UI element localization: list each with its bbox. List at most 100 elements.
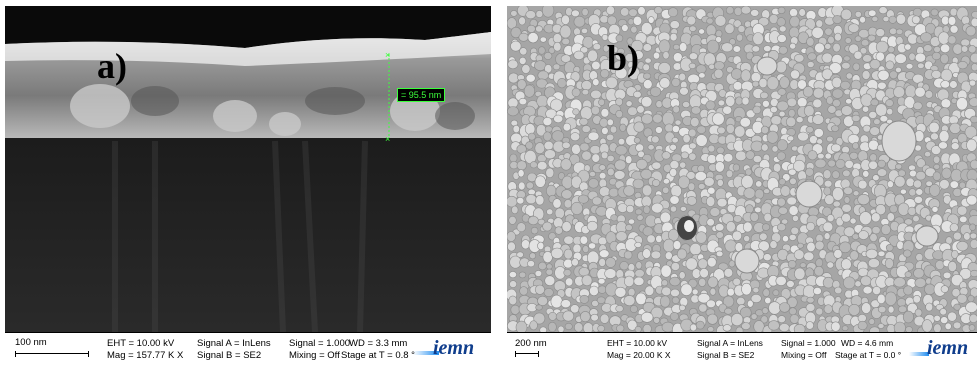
grain xyxy=(606,6,615,16)
grain xyxy=(886,107,894,116)
grain xyxy=(960,38,971,47)
grain xyxy=(778,206,788,215)
grain xyxy=(789,314,800,324)
grain xyxy=(854,35,862,42)
grain xyxy=(745,51,754,61)
grain xyxy=(732,163,740,172)
grain xyxy=(519,286,529,296)
grain xyxy=(625,100,633,107)
grain xyxy=(726,287,735,297)
grain xyxy=(968,324,976,331)
grain xyxy=(617,203,628,213)
grain xyxy=(949,223,959,232)
grain xyxy=(822,221,834,233)
grain xyxy=(579,235,589,245)
grain xyxy=(776,197,786,207)
grain xyxy=(840,258,852,271)
grain xyxy=(529,161,538,169)
grain xyxy=(537,241,545,250)
grain xyxy=(871,226,881,235)
grain xyxy=(581,7,589,17)
grain xyxy=(802,85,814,98)
grain xyxy=(669,143,677,151)
grain xyxy=(942,271,952,280)
grain xyxy=(581,125,591,133)
grain xyxy=(761,143,769,152)
grain xyxy=(956,205,968,216)
grain xyxy=(636,214,644,221)
grain xyxy=(970,287,977,298)
grain xyxy=(921,319,933,332)
scale-bar-label: 100 nm xyxy=(15,337,47,348)
grain xyxy=(641,113,654,125)
grain xyxy=(590,313,599,322)
grain xyxy=(581,150,592,161)
grain xyxy=(806,221,816,232)
grain xyxy=(598,249,610,258)
grain xyxy=(845,98,853,105)
grain xyxy=(723,153,734,163)
grain xyxy=(525,141,534,150)
grain xyxy=(745,168,753,176)
grain xyxy=(615,109,623,119)
grain xyxy=(780,185,791,197)
grain xyxy=(674,119,682,126)
grain xyxy=(643,72,652,80)
grain xyxy=(517,181,526,191)
grain xyxy=(559,24,572,39)
grain xyxy=(952,321,962,330)
grain xyxy=(776,17,786,27)
grain xyxy=(642,248,651,259)
grain xyxy=(952,188,962,198)
grain xyxy=(778,110,786,118)
grain xyxy=(545,167,555,179)
grain xyxy=(743,235,751,242)
grain xyxy=(619,123,627,132)
grain xyxy=(875,51,885,62)
grain xyxy=(749,212,759,222)
grain xyxy=(643,79,653,90)
grain xyxy=(777,88,787,96)
grain xyxy=(862,54,873,63)
grain xyxy=(903,285,913,296)
sem-panel-b: b) 200 nm EHT = 10.00 kV Mag = 20.00 K X… xyxy=(507,6,977,364)
grain xyxy=(507,241,516,252)
grain xyxy=(880,224,891,236)
grain xyxy=(697,258,708,270)
grain xyxy=(966,194,977,206)
grain xyxy=(885,244,894,252)
grain xyxy=(740,6,752,15)
grain xyxy=(822,276,835,289)
grain xyxy=(695,320,705,330)
grain xyxy=(803,251,815,262)
grain xyxy=(827,159,836,168)
grain xyxy=(544,125,553,133)
grain xyxy=(629,305,638,313)
grain xyxy=(845,72,853,80)
grain xyxy=(823,304,833,314)
grain xyxy=(862,285,873,295)
grain xyxy=(854,280,862,288)
grain xyxy=(635,261,643,270)
grain xyxy=(903,249,912,258)
grain xyxy=(887,46,895,54)
grain xyxy=(526,24,536,33)
grain xyxy=(509,153,518,163)
grain xyxy=(911,15,921,25)
grain xyxy=(689,243,702,256)
grain xyxy=(812,286,822,295)
grain xyxy=(806,61,815,68)
grain xyxy=(552,33,563,44)
grain xyxy=(735,96,743,106)
grain xyxy=(512,124,520,134)
grain xyxy=(543,287,554,297)
grain xyxy=(579,294,590,304)
grain xyxy=(534,142,546,155)
grain xyxy=(823,232,831,240)
grain xyxy=(588,242,596,250)
grain xyxy=(543,131,552,142)
grain xyxy=(762,288,770,298)
grain xyxy=(627,287,636,297)
grain xyxy=(750,140,764,152)
grain xyxy=(615,52,625,61)
